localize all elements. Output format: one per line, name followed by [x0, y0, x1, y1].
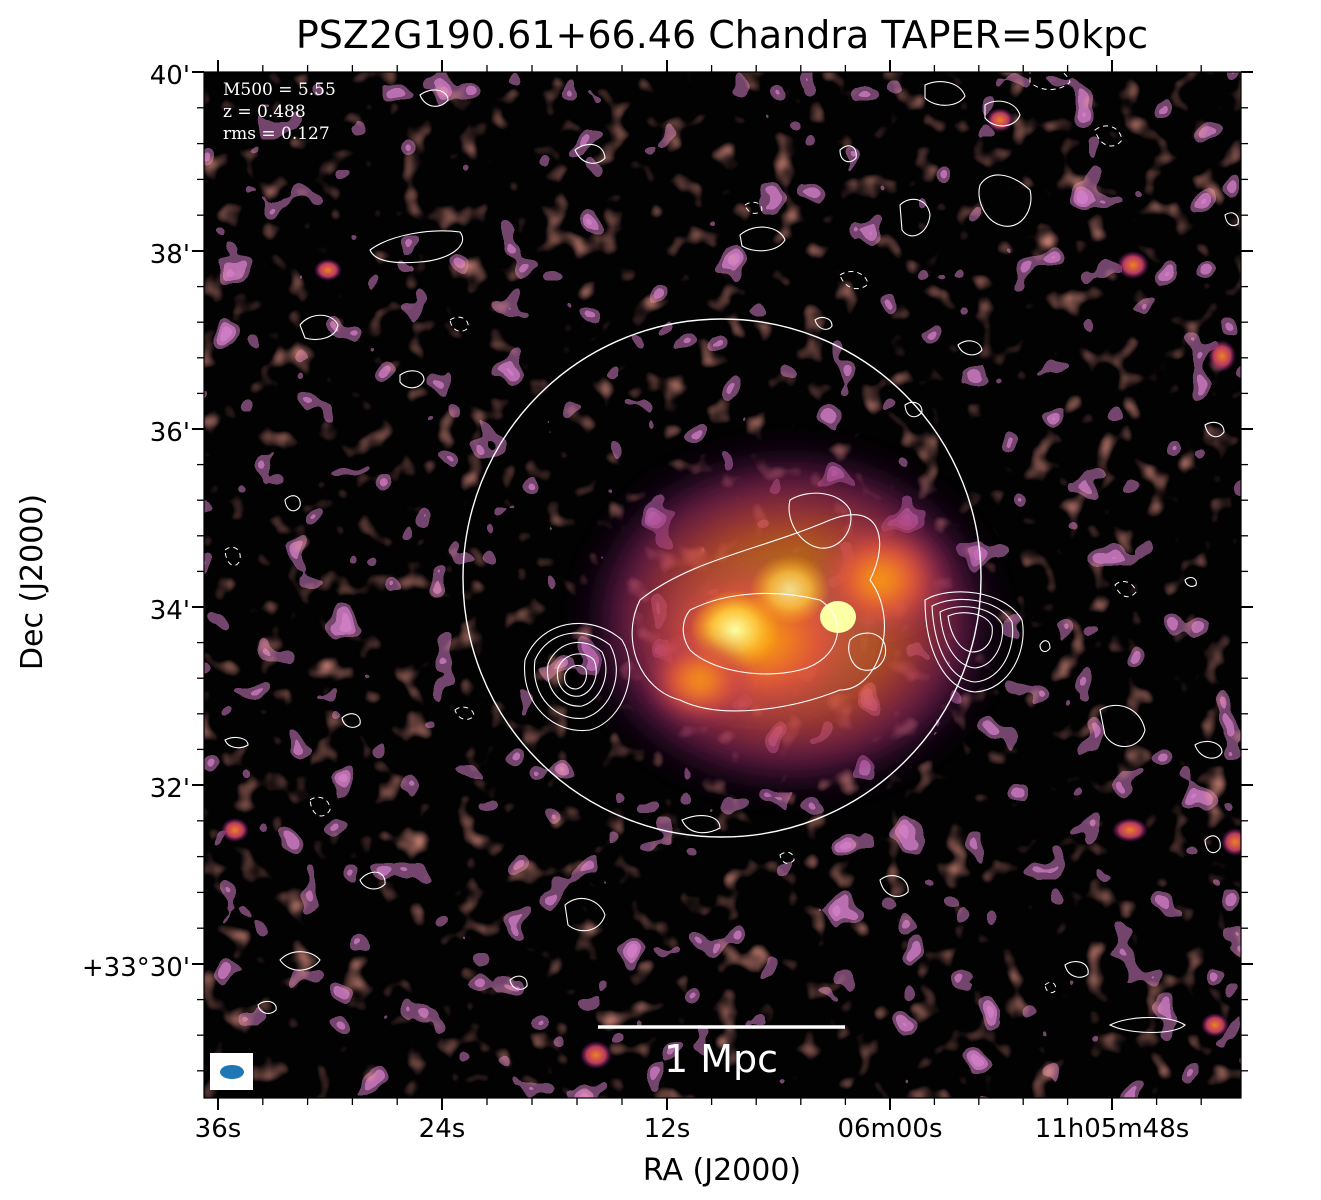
r500-circle	[462, 318, 982, 838]
y-tick-labels: 40' 38' 36' 34' 32' +33°30'	[82, 61, 190, 983]
x-tick-label: 36s	[195, 1114, 242, 1144]
info-redshift: z = 0.488	[223, 102, 306, 122]
info-rms: rms = 0.127	[223, 124, 330, 144]
x-axis-label: RA (J2000)	[643, 1153, 801, 1188]
info-box: M500 = 5.55 z = 0.488 rms = 0.127	[223, 80, 336, 144]
negative-contours	[224, 72, 1137, 994]
x-tick-label: 06m00s	[837, 1114, 942, 1144]
y-tick-label: 34'	[150, 596, 190, 626]
scale-bar: 1 Mpc	[598, 1025, 845, 1081]
y-tick-label: +33°30'	[82, 953, 190, 983]
y-axis-label: Dec (J2000)	[15, 494, 50, 670]
y-tick-label: 40'	[150, 61, 190, 91]
x-tick-labels: 36s 24s 12s 06m00s 11h05m48s	[195, 1114, 1190, 1144]
x-tick-label: 12s	[644, 1114, 691, 1144]
y-tick-label: 36'	[150, 418, 190, 448]
x-tick-label: 24s	[419, 1114, 466, 1144]
beam-ellipse-icon	[220, 1065, 244, 1079]
panel-frame	[203, 71, 1242, 1099]
y-tick-label: 32'	[150, 774, 190, 804]
y-tick-label: 38'	[150, 240, 190, 270]
axis-ticks	[192, 60, 1253, 1110]
scale-bar-label: 1 Mpc	[664, 1037, 778, 1081]
cluster-emission	[580, 445, 1000, 795]
plot-title: PSZ2G190.61+66.46 Chandra TAPER=50kpc	[296, 13, 1148, 57]
beam-indicator	[210, 1053, 253, 1090]
image-panel: 1 Mpc M500 = 5.55 z = 0.488 rms = 0.127	[204, 72, 1241, 1098]
x-tick-label: 11h05m48s	[1035, 1114, 1190, 1144]
radio-contours	[224, 81, 1239, 1034]
info-m500: M500 = 5.55	[223, 80, 336, 100]
